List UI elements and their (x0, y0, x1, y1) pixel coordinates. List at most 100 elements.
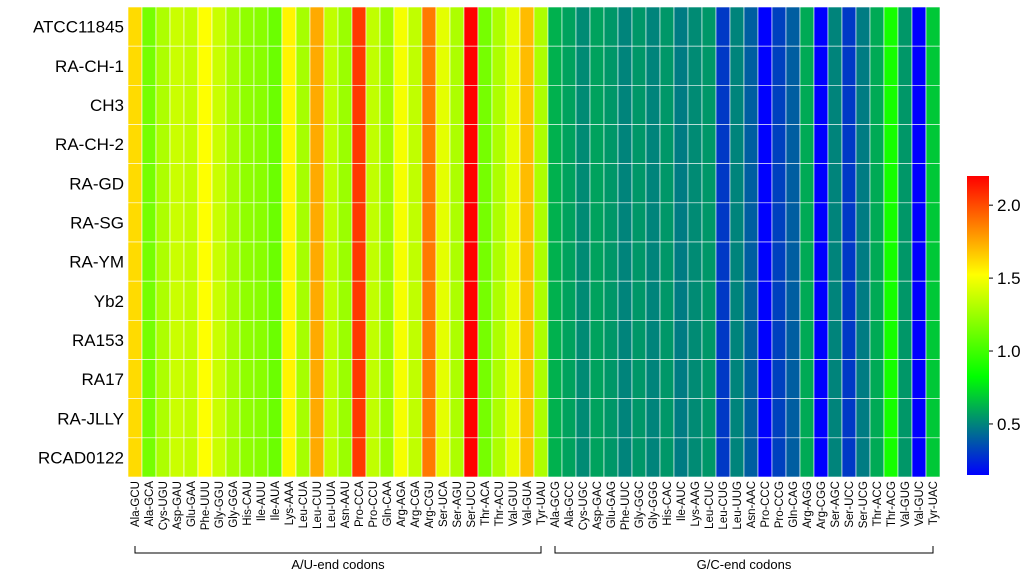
heatmap-cell (827, 124, 843, 164)
heatmap-cell (435, 320, 451, 360)
column-label: Arg-CGA (410, 481, 422, 528)
heatmap-cell (841, 163, 857, 204)
heatmap-cell (449, 124, 465, 164)
heatmap-cell (687, 359, 703, 399)
heatmap-cell (841, 398, 857, 439)
heatmap-cell (799, 124, 815, 164)
heatmap-cell (785, 124, 801, 164)
heatmap-cell (757, 45, 773, 86)
heatmap-cell (421, 6, 437, 47)
heatmap-cell (617, 241, 633, 282)
heatmap-cell (757, 202, 773, 243)
heatmap-cell (239, 437, 255, 478)
heatmap-cell (505, 320, 521, 360)
heatmap-cell (435, 85, 451, 125)
heatmap-cell (883, 45, 899, 86)
heatmap-cell (897, 85, 913, 125)
heatmap-cell (771, 241, 787, 282)
column-label: Val-GUG (900, 481, 912, 527)
heatmap-cell (827, 6, 843, 47)
heatmap-cell (351, 280, 367, 321)
heatmap-cell (827, 241, 843, 282)
column-label: Ala-GCG (550, 481, 562, 528)
heatmap-cell (743, 437, 759, 478)
heatmap-cell (687, 6, 703, 47)
heatmap-cell (855, 6, 871, 47)
heatmap-cell (281, 320, 297, 360)
heatmap-cell (505, 6, 521, 47)
heatmap-cell (729, 85, 745, 125)
heatmap-cell (351, 85, 367, 125)
heatmap-cell (421, 202, 437, 243)
heatmap-cell (281, 280, 297, 321)
heatmap-cell (449, 163, 465, 204)
heatmap-cell (407, 202, 423, 243)
heatmap-cell (743, 85, 759, 125)
heatmap-cell (155, 45, 171, 86)
heatmap-cell (253, 85, 269, 125)
heatmap-cell (911, 163, 927, 204)
heatmap-cell (449, 359, 465, 399)
heatmap-cell (869, 45, 885, 86)
heatmap-cell (799, 359, 815, 399)
heatmap-cell (449, 280, 465, 321)
heatmap-cell (253, 6, 269, 47)
heatmap-cell (421, 280, 437, 321)
heatmap-cell (771, 85, 787, 125)
heatmap-cell (253, 398, 269, 439)
heatmap-cell (617, 280, 633, 321)
heatmap-cell (575, 163, 591, 204)
heatmap-cell (141, 359, 157, 399)
heatmap-cell (365, 241, 381, 282)
heatmap-cell (883, 163, 899, 204)
heatmap-cell (379, 6, 395, 47)
heatmap-cell (925, 320, 941, 360)
heatmap-cell (253, 202, 269, 243)
heatmap-cell (155, 85, 171, 125)
heatmap-cell (757, 320, 773, 360)
heatmap-cell (295, 6, 311, 47)
heatmap-cell (267, 398, 283, 439)
heatmap-cell (603, 280, 619, 321)
heatmap-cell (729, 359, 745, 399)
heatmap-cell (631, 241, 647, 282)
heatmap-cell (673, 202, 689, 243)
heatmap-cell (883, 241, 899, 282)
heatmap-cell (183, 437, 199, 478)
heatmap-cell (519, 241, 535, 282)
heatmap-cell (533, 320, 549, 360)
row-label: ATCC11845 (33, 18, 124, 37)
heatmap-cell (631, 437, 647, 478)
heatmap-cell (505, 45, 521, 86)
heatmap-cell (519, 85, 535, 125)
heatmap-cell (799, 85, 815, 125)
heatmap-cell (603, 437, 619, 478)
heatmap-cell (463, 241, 479, 282)
heatmap-cell (925, 163, 941, 204)
heatmap-cell (673, 85, 689, 125)
heatmap-cell (589, 359, 605, 399)
heatmap-cell (701, 163, 717, 204)
heatmap-cell (379, 437, 395, 478)
heatmap-cell (883, 359, 899, 399)
heatmap-cell (715, 6, 731, 47)
colorbar-tick-label: 2.0 (997, 196, 1021, 215)
heatmap-cell (155, 124, 171, 164)
column-label: Arg-AGA (396, 481, 408, 527)
column-label: Gln-CAA (382, 481, 394, 527)
heatmap-cell (323, 163, 339, 204)
heatmap-cell (491, 163, 507, 204)
heatmap-cell (645, 163, 661, 204)
heatmap-cell (883, 320, 899, 360)
heatmap-cell (239, 320, 255, 360)
heatmap-cell (743, 241, 759, 282)
row-label: RA17 (81, 370, 124, 389)
heatmap-cell (883, 85, 899, 125)
heatmap-cell (813, 398, 829, 439)
heatmap-cell (911, 241, 927, 282)
heatmap-cell (561, 45, 577, 86)
heatmap-cell (799, 241, 815, 282)
heatmap-cell (631, 320, 647, 360)
heatmap-cell (141, 85, 157, 125)
heatmap-cell (127, 398, 143, 439)
